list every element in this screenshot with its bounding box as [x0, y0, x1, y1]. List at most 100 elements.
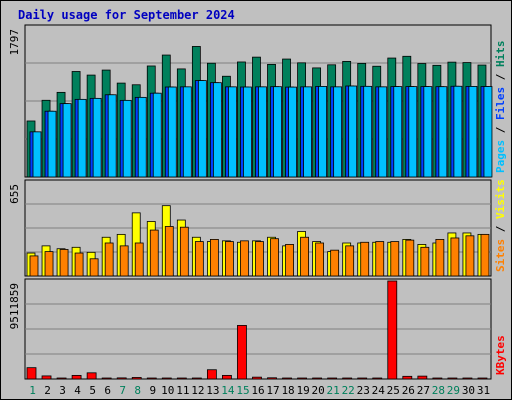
x-tick-label-3: 3 — [59, 384, 66, 397]
bar-sites-day-2 — [44, 251, 54, 277]
legend-entry-kbytes: KBytes — [494, 335, 507, 375]
bar-sites-day-6 — [104, 242, 114, 277]
bar-pages-day-26 — [408, 86, 418, 178]
bar-pages-day-6 — [107, 94, 117, 178]
x-tick-label-16: 16 — [251, 384, 264, 397]
bar-kbytes-day-17 — [267, 377, 277, 380]
bar-sites-day-28 — [435, 239, 445, 277]
bar-kbytes-day-22 — [342, 377, 353, 380]
bar-kbytes-day-10 — [161, 377, 172, 380]
bar-pages-day-21 — [333, 86, 343, 178]
bar-pages-day-11 — [182, 86, 192, 178]
bar-pages-day-28 — [438, 86, 448, 178]
bar-kbytes-day-19 — [297, 377, 307, 380]
legend-separator: / — [494, 120, 507, 140]
bar-kbytes-day-23 — [357, 377, 368, 380]
legend-entry-files: Files — [494, 87, 507, 120]
bar-pages-day-2 — [47, 110, 57, 178]
bar-kbytes-day-9 — [146, 377, 157, 380]
x-tick-label-13: 13 — [206, 384, 219, 397]
legend-label-visits-sites: Sites / Visits — [494, 179, 507, 272]
bar-sites-day-19 — [300, 236, 309, 277]
bar-pages-day-17 — [273, 86, 282, 178]
bar-kbytes-day-1 — [26, 367, 37, 380]
x-tick-label-30: 30 — [462, 384, 475, 397]
bar-sites-day-11 — [179, 226, 189, 277]
x-tick-label-6: 6 — [104, 384, 111, 397]
x-tick-label-8: 8 — [134, 384, 141, 397]
bar-kbytes-day-20 — [312, 377, 323, 380]
x-tick-label-7: 7 — [119, 384, 126, 397]
bar-sites-day-26 — [405, 239, 415, 277]
x-tick-label-17: 17 — [266, 384, 279, 397]
x-tick-label-20: 20 — [312, 384, 325, 397]
bar-pages-day-29 — [453, 85, 463, 178]
x-tick-label-15: 15 — [236, 384, 249, 397]
x-tick-label-18: 18 — [281, 384, 294, 397]
bar-sites-day-30 — [465, 235, 475, 277]
legend-entry-visits: Visits — [494, 179, 507, 219]
bar-kbytes-day-2 — [41, 375, 52, 380]
x-tick-label-4: 4 — [74, 384, 81, 397]
bar-kbytes-day-25 — [387, 280, 398, 380]
y-max-label-kbytes: 9511859 — [8, 283, 21, 329]
bar-kbytes-day-7 — [116, 377, 127, 380]
x-tick-label-1: 1 — [29, 384, 36, 397]
x-tick-label-9: 9 — [149, 384, 156, 397]
bar-pages-day-30 — [468, 86, 478, 178]
x-tick-label-22: 22 — [342, 384, 355, 397]
bar-kbytes-day-27 — [417, 375, 428, 380]
bar-kbytes-day-31 — [477, 377, 488, 380]
x-tick-label-19: 19 — [296, 384, 309, 397]
bar-pages-day-10 — [167, 86, 177, 178]
bar-pages-day-22 — [348, 85, 358, 178]
bar-kbytes-day-30 — [462, 377, 473, 380]
bar-pages-day-14 — [228, 86, 237, 178]
bar-sites-day-1 — [29, 255, 39, 277]
bar-kbytes-day-28 — [432, 377, 443, 380]
bar-kbytes-day-8 — [131, 377, 142, 380]
x-tick-label-5: 5 — [89, 384, 96, 397]
bar-pages-day-5 — [92, 97, 102, 178]
bar-pages-day-4 — [77, 98, 87, 178]
bar-sites-day-8 — [134, 242, 144, 277]
x-tick-label-14: 14 — [221, 384, 235, 397]
bar-sites-day-17 — [270, 238, 279, 277]
bar-sites-day-5 — [89, 258, 99, 277]
x-tick-label-24: 24 — [372, 384, 386, 397]
bar-sites-day-21 — [330, 249, 340, 277]
x-tick-label-21: 21 — [327, 384, 340, 397]
bar-sites-day-3 — [59, 249, 69, 277]
x-tick-label-26: 26 — [402, 384, 415, 397]
bar-pages-day-23 — [363, 85, 373, 178]
bar-kbytes-day-11 — [176, 377, 187, 380]
bar-pages-day-16 — [258, 86, 267, 178]
y-max-label-visits-sites: 655 — [8, 184, 21, 204]
bar-sites-day-14 — [225, 241, 234, 277]
bar-pages-day-3 — [62, 103, 72, 178]
x-tick-label-2: 2 — [44, 384, 51, 397]
x-tick-label-10: 10 — [161, 384, 174, 397]
legend-separator: / — [494, 219, 507, 239]
bar-pages-day-13 — [212, 82, 222, 178]
bar-pages-day-20 — [318, 86, 328, 178]
bar-kbytes-day-4 — [71, 374, 82, 380]
bar-kbytes-day-21 — [327, 377, 338, 380]
bar-pages-day-12 — [197, 80, 207, 178]
x-tick-label-31: 31 — [477, 384, 490, 397]
bar-sites-day-10 — [164, 226, 174, 277]
x-tick-label-23: 23 — [357, 384, 370, 397]
x-tick-label-11: 11 — [176, 384, 189, 397]
bar-pages-day-8 — [137, 96, 147, 178]
bar-sites-day-27 — [420, 246, 430, 277]
bar-sites-day-12 — [194, 241, 204, 277]
bar-pages-day-18 — [288, 86, 297, 178]
bar-sites-day-23 — [360, 241, 370, 277]
bar-kbytes-day-6 — [101, 377, 112, 380]
bar-sites-day-20 — [315, 242, 325, 277]
bar-pages-day-27 — [423, 86, 433, 178]
bar-sites-day-15 — [240, 240, 249, 277]
bar-sites-day-16 — [255, 241, 264, 277]
legend-entry-hits: Hits — [494, 41, 507, 68]
bar-sites-day-7 — [119, 245, 129, 277]
